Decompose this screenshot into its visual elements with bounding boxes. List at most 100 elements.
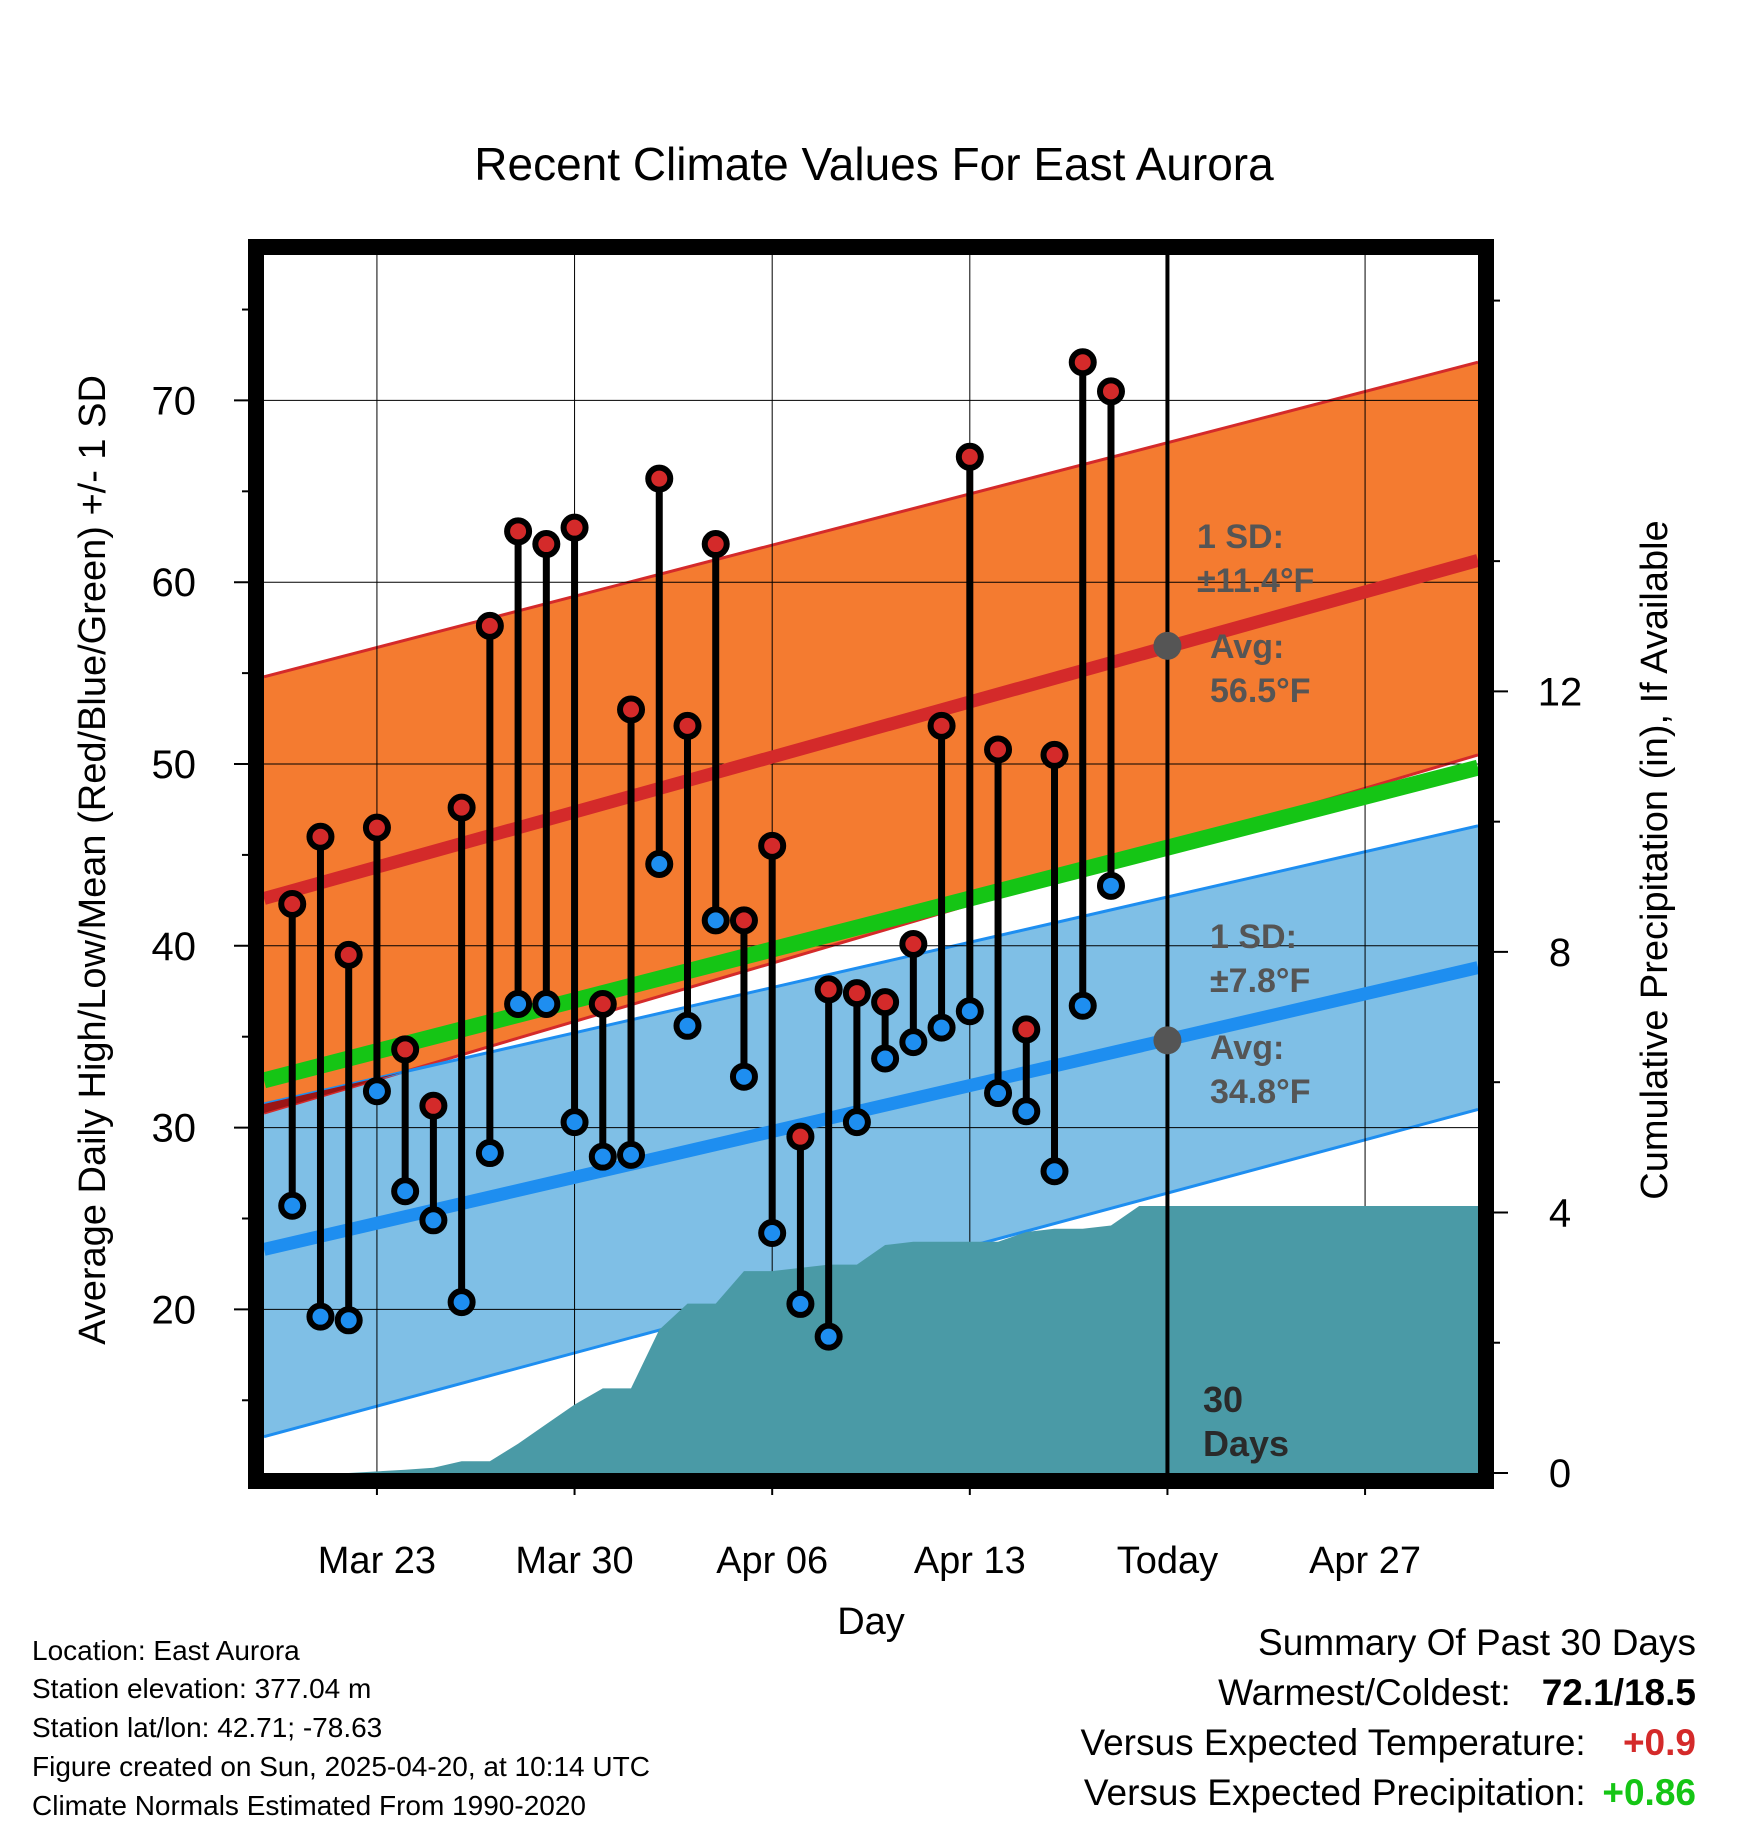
- y-tick-label: 60: [152, 561, 197, 605]
- low-point: [701, 906, 730, 935]
- x-tick-label: Mar 23: [318, 1540, 436, 1582]
- low-point: [927, 1013, 956, 1042]
- high-point: [475, 611, 504, 640]
- x-tick-label: Mar 30: [515, 1540, 633, 1582]
- high-point: [617, 695, 646, 724]
- precip-area: [348, 1205, 1478, 1473]
- high-upper-edge: [264, 360, 1478, 679]
- low-sd-band: [264, 825, 1478, 1437]
- high-point: [1012, 1015, 1041, 1044]
- high-point: [955, 442, 984, 471]
- low-point: [362, 1077, 391, 1106]
- x-axis-label: Day: [837, 1601, 905, 1643]
- elevation-text: Station elevation: 377.04 m: [32, 1673, 372, 1704]
- high-point: [532, 530, 561, 559]
- high-point: [871, 988, 900, 1017]
- precip-value: +0.86: [1602, 1772, 1696, 1813]
- summary-heading: Summary Of Past 30 Days: [1258, 1622, 1696, 1663]
- low-point: [306, 1302, 335, 1331]
- high-point: [419, 1091, 448, 1120]
- high-point: [1068, 348, 1097, 377]
- y-right-tick-label: 12: [1538, 670, 1583, 714]
- y-tick-label: 30: [152, 1107, 197, 1151]
- high-sd-value: ±11.4°F: [1197, 562, 1314, 600]
- high-point: [362, 813, 391, 842]
- high-point: [842, 979, 871, 1008]
- high-point: [814, 975, 843, 1004]
- summary-precipitation: Versus Expected Precipitation: +0.86: [1084, 1772, 1696, 1814]
- precip-label: Versus Expected Precipitation:: [1083, 1772, 1586, 1813]
- warm-cold-label: Warmest/Coldest:: [1218, 1672, 1511, 1713]
- latlon-text: Station lat/lon: 42.71; -78.63: [32, 1712, 383, 1743]
- high-point: [588, 989, 617, 1018]
- avg-mean-line: [264, 759, 1478, 1089]
- temp-value: +0.9: [1622, 1722, 1696, 1763]
- high-point: [673, 711, 702, 740]
- low-point: [1096, 871, 1125, 900]
- high-point: [701, 530, 730, 559]
- high-point: [1096, 377, 1125, 406]
- x-tick-label: Apr 13: [914, 1540, 1026, 1582]
- temp-label: Versus Expected Temperature:: [1080, 1722, 1586, 1763]
- location-text: Location: East Aurora: [32, 1635, 300, 1666]
- low-point: [334, 1306, 363, 1335]
- high-point: [1040, 740, 1069, 769]
- low-point: [842, 1108, 871, 1137]
- x-tick-label: Today: [1117, 1540, 1218, 1582]
- high-mean-line: [264, 554, 1478, 905]
- x-tick-label: Apr 27: [1309, 1540, 1421, 1582]
- high-avg-value: 56.5°F: [1210, 672, 1311, 710]
- high-point: [334, 940, 363, 969]
- y-tick-label: 50: [152, 743, 197, 787]
- low-sd-value: ±7.8°F: [1210, 962, 1310, 1000]
- high-point: [504, 517, 533, 546]
- y-right-tick-label: 8: [1549, 931, 1571, 975]
- low-sd-label: 1 SD:: [1210, 918, 1297, 956]
- normals-text: Climate Normals Estimated From 1990-2020: [32, 1790, 586, 1821]
- high-sd-band: [264, 362, 1478, 1114]
- high-point: [899, 929, 928, 958]
- low-avg-label: Avg:: [1210, 1029, 1284, 1067]
- high-point: [645, 464, 674, 493]
- summary-temperature: Versus Expected Temperature: +0.9: [1080, 1722, 1696, 1764]
- low-point: [786, 1289, 815, 1318]
- y-right-tick-label: 0: [1549, 1452, 1571, 1496]
- high-point: [560, 513, 589, 542]
- low-point: [532, 989, 561, 1018]
- low-point: [758, 1219, 787, 1248]
- low-point: [475, 1139, 504, 1168]
- low-point: [899, 1028, 928, 1057]
- high-point: [786, 1122, 815, 1151]
- low-point: [814, 1322, 843, 1351]
- low-mean-line: [264, 961, 1478, 1256]
- high-point: [391, 1035, 420, 1064]
- high-point: [447, 793, 476, 822]
- high-point: [278, 889, 307, 918]
- low-point: [645, 850, 674, 878]
- high-avg-label: Avg:: [1210, 628, 1284, 666]
- low-point: [560, 1108, 589, 1137]
- x-tick-label: Apr 06: [716, 1540, 828, 1582]
- low-avg-value: 34.8°F: [1210, 1073, 1311, 1111]
- low-point: [1040, 1157, 1069, 1186]
- warm-cold-value: 72.1/18.5: [1541, 1672, 1696, 1713]
- low-point: [1012, 1097, 1041, 1126]
- low-point: [955, 997, 984, 1026]
- low-point: [729, 1062, 758, 1091]
- low-point: [447, 1288, 476, 1317]
- today-low-avg-marker: [1153, 1026, 1182, 1055]
- high-point: [984, 735, 1013, 764]
- plot-frame: [248, 239, 1494, 1489]
- low-point: [673, 1011, 702, 1040]
- low-point: [419, 1206, 448, 1235]
- y-axis-label-right: Cumulative Precipitation (in), If Availa…: [1634, 520, 1676, 1199]
- chart-title: Recent Climate Values For East Aurora: [474, 138, 1274, 190]
- low-point: [984, 1079, 1013, 1108]
- today-high-avg-marker: [1153, 631, 1182, 660]
- low-point: [391, 1177, 420, 1206]
- days-label-line1: 30: [1203, 1379, 1243, 1420]
- low-point: [871, 1044, 900, 1073]
- days-label-line2: Days: [1203, 1423, 1289, 1464]
- low-point: [617, 1140, 646, 1169]
